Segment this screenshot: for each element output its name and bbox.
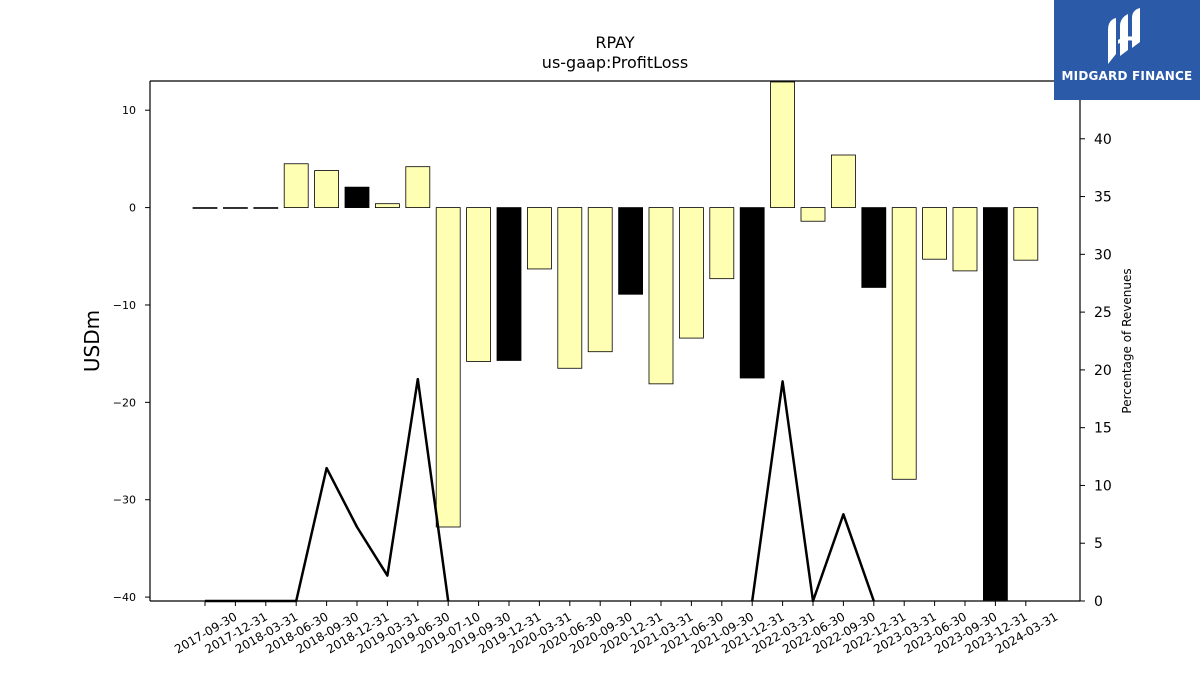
y2-tick-label: 25 [1094, 305, 1112, 321]
bar [861, 207, 887, 288]
bar [253, 207, 279, 209]
bar [770, 81, 795, 208]
bar [952, 207, 978, 272]
y2-tick-label: 15 [1094, 421, 1112, 437]
bar [374, 203, 400, 208]
axes: 100−10−20−30−40 05101520253035402017-09-3… [113, 80, 1112, 656]
y2-tick-label: 10 [1094, 478, 1112, 494]
y2-tick-label: 20 [1094, 363, 1112, 379]
bar [679, 207, 704, 339]
bar [800, 207, 826, 222]
y2-tick-label: 40 [1094, 132, 1112, 148]
y-tick-label: −40 [113, 591, 136, 604]
midgard-finance-logo: MIDGARD FINANCE [1054, 0, 1200, 100]
bar [344, 186, 370, 208]
chart-title: RPAY [595, 33, 634, 52]
bar [192, 207, 218, 209]
bar [983, 207, 1008, 601]
y-tick-label: −30 [113, 494, 136, 507]
y-tick-label: −10 [113, 299, 136, 312]
y2-axis-label: Percentage of Revenues [1120, 268, 1134, 413]
chart-subtitle: us-gaap:ProfitLoss [542, 53, 688, 72]
bar [648, 207, 674, 385]
y-tick-label: 0 [129, 202, 136, 215]
bar [618, 207, 643, 295]
y-tick-label: −20 [113, 396, 136, 409]
y-axis-label: USDm [80, 310, 104, 372]
series-line [750, 380, 875, 603]
y2-tick-label: 5 [1094, 536, 1103, 552]
bar [739, 207, 765, 379]
bar [709, 207, 735, 280]
bar [922, 207, 947, 260]
bar [222, 207, 248, 209]
bar [891, 207, 917, 480]
logo-text: MIDGARD FINANCE [1061, 69, 1193, 83]
y2-tick-label: 0 [1094, 594, 1103, 610]
line-series [205, 377, 875, 603]
bar [283, 163, 309, 208]
bar [466, 207, 492, 362]
bar [527, 207, 552, 270]
logo-mark-icon [1108, 8, 1140, 64]
bar [435, 207, 461, 528]
bar [587, 207, 613, 353]
bar [1013, 207, 1039, 261]
bar [496, 207, 522, 361]
bar [831, 154, 856, 208]
y-tick-label: 10 [122, 104, 136, 117]
bar [314, 170, 340, 208]
series-line [205, 377, 450, 603]
y2-tick-label: 35 [1094, 190, 1112, 206]
bar [405, 166, 431, 208]
y2-tick-label: 30 [1094, 247, 1112, 263]
bar [557, 207, 583, 369]
bar-series [192, 81, 1039, 601]
